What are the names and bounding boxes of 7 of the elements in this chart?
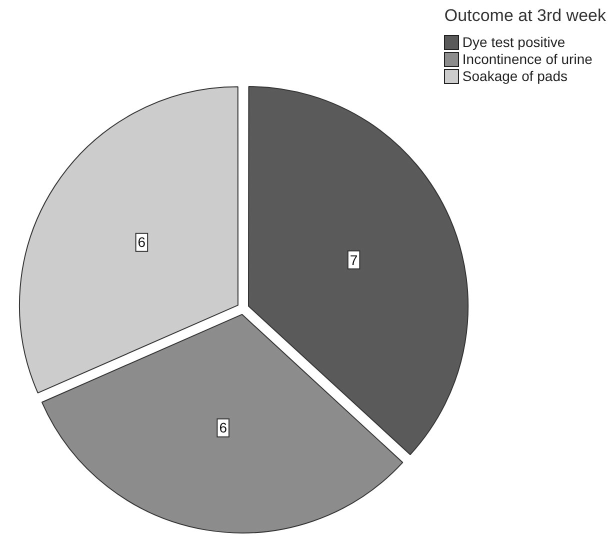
legend-label: Incontinence of urine [462, 51, 592, 68]
data-label: 6 [138, 234, 146, 250]
data-label: 6 [219, 420, 228, 436]
legend-label: Soakage of pads [462, 68, 568, 85]
legend-label: Dye test positive [462, 34, 566, 51]
legend-title: Outcome at 3rd week [444, 6, 606, 26]
data-label: 7 [350, 252, 358, 268]
